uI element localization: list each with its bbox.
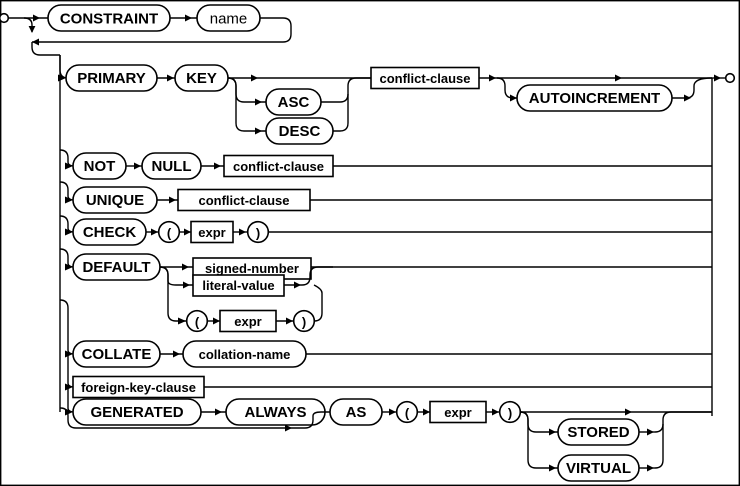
svg-text:UNIQUE: UNIQUE [86,192,144,209]
svg-text:): ) [256,226,260,241]
svg-text:(: ( [405,406,410,421]
svg-text:(: ( [167,226,172,241]
svg-text:conflict-clause: conflict-clause [379,71,470,86]
svg-text:GENERATED: GENERATED [90,404,183,421]
svg-text:COLLATE: COLLATE [82,346,152,363]
svg-text:signed-number: signed-number [205,261,299,276]
svg-text:NOT: NOT [84,158,116,175]
svg-text:CONSTRAINT: CONSTRAINT [60,11,158,28]
svg-text:name: name [210,11,248,28]
svg-text:AUTOINCREMENT: AUTOINCREMENT [529,90,660,107]
svg-text:ALWAYS: ALWAYS [245,404,307,421]
svg-text:NULL: NULL [152,158,192,175]
svg-text:expr: expr [444,405,471,420]
svg-text:KEY: KEY [186,70,217,87]
svg-text:DEFAULT: DEFAULT [82,259,150,276]
svg-text:(: ( [195,315,200,330]
svg-text:literal-value: literal-value [202,278,274,293]
svg-text:collation-name: collation-name [199,347,291,362]
svg-text:PRIMARY: PRIMARY [77,70,146,87]
svg-text:conflict-clause: conflict-clause [198,193,289,208]
svg-text:): ) [508,406,512,421]
svg-text:AS: AS [346,404,367,421]
svg-text:STORED: STORED [567,424,629,441]
svg-text:CHECK: CHECK [83,224,137,241]
svg-text:expr: expr [234,314,261,329]
svg-text:ASC: ASC [278,94,310,111]
svg-text:conflict-clause: conflict-clause [233,159,324,174]
svg-text:DESC: DESC [279,123,321,140]
svg-text:VIRTUAL: VIRTUAL [566,460,631,477]
svg-text:foreign-key-clause: foreign-key-clause [81,380,196,395]
svg-text:): ) [302,315,306,330]
svg-text:expr: expr [198,225,225,240]
